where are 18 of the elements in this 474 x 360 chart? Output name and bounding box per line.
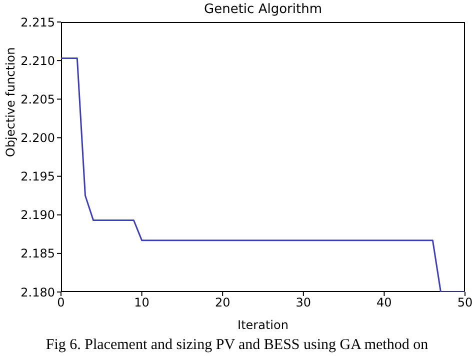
x-tick-label: 30 [296, 296, 312, 310]
y-tick-label: 2.185 [20, 246, 55, 261]
y-tick-label: 2.210 [20, 54, 55, 68]
x-tick-label: 50 [457, 296, 473, 310]
y-tick-label: 2.205 [20, 92, 55, 106]
chart-title: Genetic Algorithm [203, 2, 323, 17]
x-tick-label: 20 [214, 296, 230, 310]
x-tick-label: 10 [134, 296, 150, 310]
caption: Fig 6. Placement and sizing PV and BESS using GA method on [44, 337, 430, 354]
y-axis-title: Objective function [3, 47, 18, 157]
y-tick-label: 2.190 [20, 208, 55, 222]
y-tick-label: 2.200 [20, 130, 55, 145]
y-tick-label: 2.215 [20, 15, 55, 30]
y-tick-label: 2.195 [20, 170, 55, 184]
x-tick-label: 0 [57, 296, 65, 310]
x-axis-title: Iteration [238, 318, 288, 332]
y-tick-label: 2.180 [20, 285, 55, 300]
x-tick-label: 40 [376, 296, 392, 310]
